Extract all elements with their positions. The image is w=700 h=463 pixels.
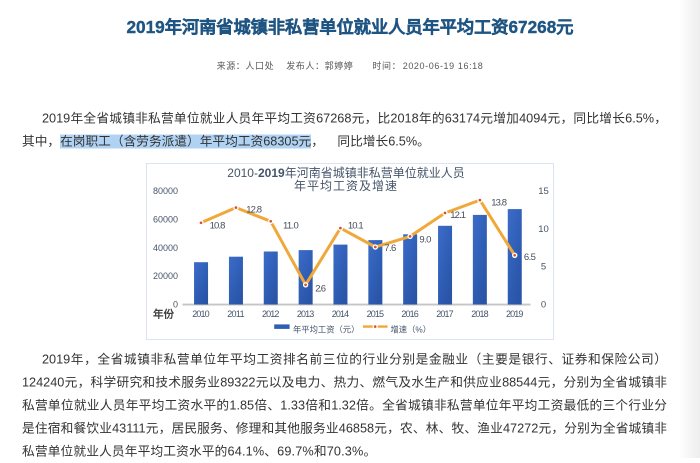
svg-text:7.6: 7.6 bbox=[384, 243, 396, 254]
svg-text:2017: 2017 bbox=[436, 309, 453, 319]
svg-text:增速（%）: 增速（%） bbox=[391, 325, 432, 335]
svg-text:13.8: 13.8 bbox=[491, 198, 507, 209]
svg-text:12.8: 12.8 bbox=[246, 205, 262, 216]
svg-text:6.5: 6.5 bbox=[524, 252, 536, 263]
svg-text:10: 10 bbox=[538, 224, 549, 235]
svg-text:20000: 20000 bbox=[153, 271, 178, 281]
svg-text:2016: 2016 bbox=[401, 309, 418, 319]
svg-text:60000: 60000 bbox=[153, 214, 178, 224]
svg-text:0: 0 bbox=[541, 300, 546, 311]
svg-text:2010: 2010 bbox=[192, 309, 209, 319]
svg-text:9.0: 9.0 bbox=[419, 235, 431, 246]
svg-text:12.1: 12.1 bbox=[450, 210, 466, 221]
svg-text:年份: 年份 bbox=[153, 308, 174, 321]
svg-text:15: 15 bbox=[538, 186, 549, 197]
svg-text:11.0: 11.0 bbox=[283, 221, 299, 232]
svg-text:2012: 2012 bbox=[262, 309, 279, 319]
svg-text:年平均工资及增速: 年平均工资及增速 bbox=[294, 179, 398, 193]
svg-text:0: 0 bbox=[173, 300, 178, 310]
svg-text:2.6: 2.6 bbox=[315, 283, 326, 294]
svg-text:40000: 40000 bbox=[153, 243, 178, 253]
svg-text:2013: 2013 bbox=[297, 309, 314, 319]
svg-text:2011: 2011 bbox=[227, 309, 244, 319]
svg-text:80000: 80000 bbox=[153, 186, 178, 196]
svg-text:5: 5 bbox=[541, 262, 546, 273]
svg-text:2010-2019年河南省城镇非私营单位就业人员: 2010-2019年河南省城镇非私营单位就业人员 bbox=[227, 165, 464, 180]
svg-text:10.1: 10.1 bbox=[348, 221, 364, 232]
svg-text:2018: 2018 bbox=[471, 309, 488, 319]
svg-text:10.8: 10.8 bbox=[210, 221, 226, 232]
svg-text:2019: 2019 bbox=[506, 309, 523, 319]
svg-text:2014: 2014 bbox=[332, 309, 349, 319]
svg-text:年平均工资（元）: 年平均工资（元） bbox=[293, 325, 359, 335]
svg-text:2015: 2015 bbox=[367, 309, 384, 319]
